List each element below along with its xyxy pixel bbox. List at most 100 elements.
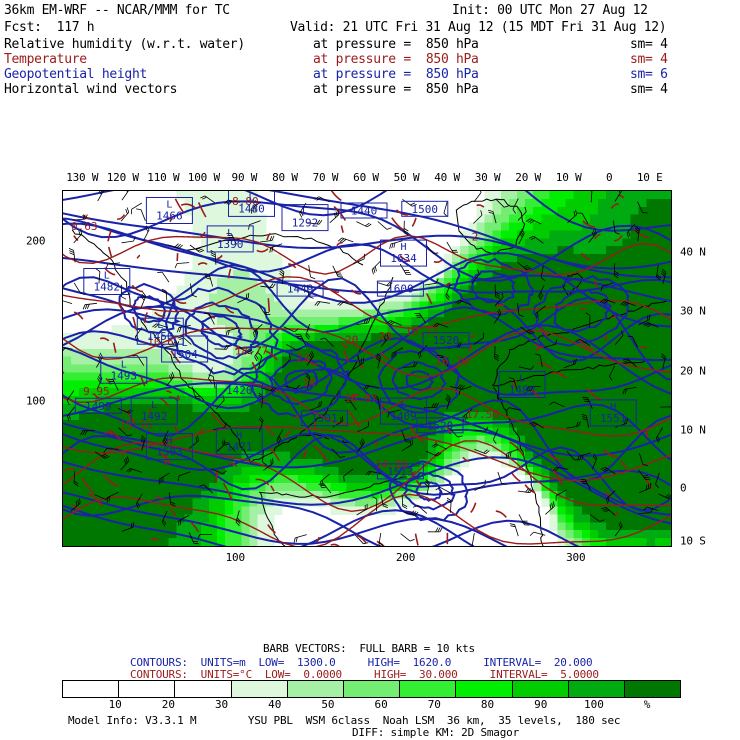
svg-text:1600: 1600: [387, 283, 414, 296]
geopotential-height-contours: [63, 191, 671, 546]
svg-text:H: H: [610, 402, 616, 413]
temperature-label: 18.77: [405, 325, 438, 338]
temperature-label: 16.70: [436, 355, 469, 368]
chart-legend: BARB VECTORS: FULL BARB = 10 kts CONTOUR…: [0, 640, 740, 740]
temperature-label: 14: [303, 376, 317, 389]
svg-text:L: L: [151, 400, 157, 411]
height-label: 1500: [401, 200, 449, 217]
temperature-label: 20: [379, 330, 392, 343]
height-label: 1449: [276, 280, 324, 297]
forecast-hour: Fcst: 117 h: [4, 20, 95, 35]
field-sm-temp: sm= 4: [630, 52, 668, 67]
lon-tick-top: 20 W: [515, 171, 541, 184]
colorbar-band: [287, 681, 344, 697]
colorbar-tick: 80: [480, 698, 495, 711]
lon-tick-top: 50 W: [393, 171, 420, 184]
svg-text:L: L: [166, 200, 172, 211]
height-label: 1520: [416, 417, 464, 434]
grid-tick-bottom: 200: [395, 551, 416, 564]
svg-text:1501: 1501: [311, 412, 338, 425]
svg-text:H: H: [400, 242, 406, 253]
svg-text:L: L: [248, 192, 254, 203]
contour-legend-m: CONTOURS: UNITS=m LOW= 1300.0 HIGH= 1620…: [130, 656, 593, 669]
map-canvas: 8.800.63-2-10.618.7718.7716.709.9515.761…: [63, 191, 671, 546]
colorbar-tick: 40: [268, 698, 282, 711]
svg-text:L: L: [400, 400, 406, 411]
colorbar-band: [63, 681, 120, 697]
temperature-label: 17.50: [466, 408, 499, 421]
humidity-colorbar: [62, 680, 681, 698]
lon-tick-top: 80 W: [272, 171, 298, 184]
field-level-wind: at pressure = 850 hPa: [313, 82, 479, 97]
svg-text:1440: 1440: [351, 205, 378, 218]
svg-text:1503: 1503: [156, 446, 183, 459]
temperature-label: -10.6: [141, 335, 174, 348]
svg-text:1466: 1466: [156, 210, 183, 223]
lon-tick-top: 70 W: [312, 171, 339, 184]
field-name-temp: Temperature: [4, 52, 87, 67]
svg-text:1499: 1499: [85, 400, 112, 413]
svg-text:1390: 1390: [217, 238, 244, 251]
lat-tick-right: 10 N: [680, 423, 706, 437]
colorbar-tick: 90: [534, 698, 548, 711]
colorbar-unit: %: [643, 698, 651, 711]
svg-text:1482: 1482: [94, 281, 121, 294]
model-title: 36km EM-WRF -- NCAR/MMM for TC: [4, 3, 230, 18]
colorbar-tick: 20: [161, 698, 175, 711]
colorbar-tick: 30: [214, 698, 229, 711]
svg-text:1471: 1471: [226, 440, 253, 453]
field-name-wind: Horizontal wind vectors: [4, 82, 178, 97]
svg-text:1480: 1480: [509, 384, 536, 397]
chart-header: 36km EM-WRF -- NCAR/MMM for TC Init: 00 …: [0, 0, 740, 110]
field-name-hgt: Geopotential height: [4, 67, 148, 82]
lon-tick-top: 110 W: [147, 171, 180, 184]
svg-text:L: L: [182, 338, 188, 349]
height-label: 1499: [74, 397, 122, 414]
svg-text:1420: 1420: [226, 384, 253, 397]
lon-tick-top: 10 E: [636, 171, 663, 184]
svg-text:1492: 1492: [141, 410, 168, 423]
grid-tick-bottom: 100: [225, 551, 245, 564]
field-sm-wind: sm= 4: [630, 82, 668, 97]
temperature-label: 18.77: [235, 344, 268, 357]
lon-tick-top: 100 W: [187, 171, 220, 184]
barb-legend: BARB VECTORS: FULL BARB = 10 kts: [263, 642, 475, 655]
lon-tick-top: 60 W: [353, 171, 379, 184]
height-label: 1600: [376, 280, 424, 297]
temperature-label: 9.95: [83, 385, 110, 398]
colorbar-band: [175, 681, 232, 697]
svg-text:L: L: [157, 320, 163, 331]
colorbar-band: [343, 681, 401, 697]
colorbar-band: [231, 681, 288, 697]
diff-info-text: DIFF: simple KM: 2D Smagor: [352, 726, 519, 739]
grid-tick-left: 100: [26, 394, 46, 408]
colorbar-band: [512, 681, 569, 697]
field-sm-rh: sm= 4: [630, 37, 668, 52]
svg-text:1504: 1504: [171, 348, 198, 361]
valid-time: Valid: 21 UTC Fri 31 Aug 12 (15 MDT Fri …: [290, 20, 667, 35]
colorbar-band: [568, 681, 625, 697]
colorbar-tick: 70: [427, 698, 441, 711]
lat-tick-right: 40 N: [680, 245, 706, 259]
height-label: 1420: [215, 381, 263, 398]
colorbar-band: [624, 681, 681, 697]
svg-text:1409: 1409: [390, 410, 417, 423]
lon-tick-top: 130 W: [66, 171, 99, 184]
field-level-hgt: at pressure = 850 hPa: [313, 67, 479, 82]
svg-text:1520: 1520: [433, 334, 460, 347]
lon-tick-top: 10 W: [555, 171, 582, 184]
map-plot-area: 8.80 0.63 -2 -10.6 18.77 18.77 16.70 9.95 15.76 1…: [62, 190, 672, 547]
lat-tick-right: 10 S: [680, 534, 706, 548]
lat-tick-right: 20 N: [680, 364, 706, 378]
field-sm-hgt: sm= 6: [630, 67, 668, 82]
svg-text:1450: 1450: [147, 330, 174, 343]
